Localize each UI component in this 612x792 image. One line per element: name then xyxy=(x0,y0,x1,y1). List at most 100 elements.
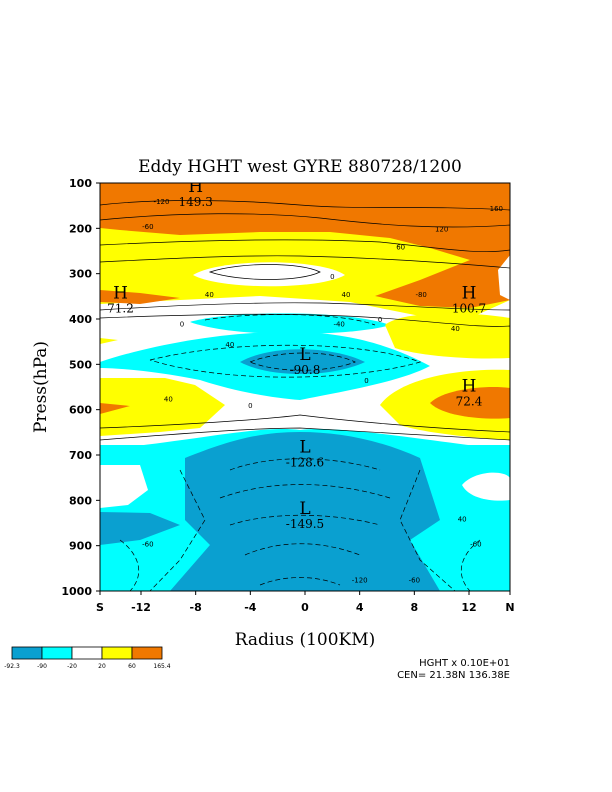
y-tick-label: 1000 xyxy=(61,585,92,598)
y-tick-label: 900 xyxy=(69,540,92,553)
y-axis-label: Press(hPa) xyxy=(31,341,51,433)
colorbar-level-label: -90 xyxy=(37,663,47,670)
region-white-oval-upper xyxy=(193,262,345,287)
colorbar-swatch xyxy=(71,646,103,660)
y-tick-label: 200 xyxy=(69,222,92,235)
contour-label: -60 xyxy=(470,540,481,548)
region-orange-right-lobe xyxy=(375,250,510,308)
y-tick-label: 100 xyxy=(69,177,92,190)
plot-area: -120 -60 120 160 60 0 40 40 -80 0 -40 0 40 40 0 40 0 40 -6… xyxy=(100,177,510,591)
colorbar-level-label: 60 xyxy=(128,663,136,670)
colorbar-level-label: 20 xyxy=(98,663,106,670)
contour-lines-dashed xyxy=(119,314,481,591)
y-tick-label: 300 xyxy=(69,268,92,281)
x-tick-label: S xyxy=(96,601,104,614)
contour-label: -40 xyxy=(333,321,344,329)
extremum-value: -149.5 xyxy=(286,517,324,531)
footer-scale: HGHT x 0.10E+01 xyxy=(419,658,510,669)
extremum-letter: L xyxy=(299,345,310,365)
contour-label: 40 xyxy=(164,395,173,403)
colorbar-level-label: -92.3 xyxy=(4,663,20,670)
contour-label: 0 xyxy=(248,402,252,410)
colorbar-swatch xyxy=(11,646,43,660)
y-axis: 100 200 300 400 500 600 700 800 900 1000 xyxy=(61,177,100,598)
contour-label: 40 xyxy=(458,515,467,523)
contour-label: 40 xyxy=(205,291,214,299)
extremum-low: L-90.8 xyxy=(290,345,321,377)
y-tick-label: 500 xyxy=(69,358,92,371)
colorbar-swatch xyxy=(101,646,133,660)
extremum-letter: H xyxy=(188,177,203,197)
extrema-markers: H149.3H71.2H100.7L-90.8H72.4L-128.6L-149… xyxy=(107,177,486,531)
contour-label: -80 xyxy=(415,291,426,299)
x-tick-label: -12 xyxy=(131,601,151,614)
region-yellow-left-mid xyxy=(100,378,225,436)
contour-label: -60 xyxy=(142,540,153,548)
contour-label: -60 xyxy=(409,577,420,585)
footer-center: CEN= 21.38N 136.38E xyxy=(397,670,510,681)
region-white-left-lower xyxy=(100,465,148,508)
region-cyan-upper-band xyxy=(190,313,390,335)
x-tick-label: 0 xyxy=(301,601,309,614)
contour-label: 160 xyxy=(490,205,503,213)
extremum-letter: H xyxy=(113,284,128,304)
x-tick-label: -8 xyxy=(190,601,202,614)
extremum-letter: H xyxy=(462,284,477,304)
extremum-low: L-149.5 xyxy=(286,499,324,531)
region-white-right-lower xyxy=(462,472,510,501)
colorbar-swatch xyxy=(41,646,73,660)
contour-label: 0 xyxy=(330,273,334,281)
extremum-high: H72.4 xyxy=(456,377,483,409)
colorbar-level-label: 165.4 xyxy=(153,663,170,670)
x-tick-label: 4 xyxy=(356,601,364,614)
colorbar-level-label: -20 xyxy=(67,663,77,670)
region-dark-core-lower xyxy=(170,432,440,591)
extremum-value: 72.4 xyxy=(456,395,483,409)
region-white-right-edge xyxy=(498,255,510,300)
x-tick-label: 12 xyxy=(461,601,476,614)
region-yellow-right-upper xyxy=(385,313,510,359)
y-tick-label: 400 xyxy=(69,313,92,326)
contour-label: -120 xyxy=(352,577,368,585)
extremum-letter: L xyxy=(299,499,310,519)
extremum-value: -128.6 xyxy=(286,456,324,470)
x-axis: S -12 -8 -4 0 4 8 12 N xyxy=(96,591,515,614)
contour-label: 0 xyxy=(180,321,184,329)
contour-label: 0 xyxy=(378,316,382,324)
colorbar-swatch xyxy=(131,646,163,660)
region-orange-top xyxy=(100,183,510,260)
colorbar: -92.3 -90 -20 20 60 165.4 xyxy=(4,646,171,670)
extremum-letter: H xyxy=(462,377,477,397)
x-axis-label: Radius (100KM) xyxy=(235,630,376,650)
contour-label: 120 xyxy=(435,225,448,233)
contour-label: 0 xyxy=(364,377,368,385)
region-dark-left-wedge xyxy=(100,512,180,545)
region-yellow-left-upper xyxy=(100,338,118,344)
contour-label: 60 xyxy=(396,243,405,251)
x-tick-label: 8 xyxy=(411,601,419,614)
chart-title: Eddy HGHT west GYRE 880728/1200 xyxy=(138,157,462,177)
contour-label: -60 xyxy=(142,223,153,231)
region-orange-left-lobe xyxy=(100,290,180,304)
contour-label: 40 xyxy=(451,325,460,333)
x-tick-label: -4 xyxy=(244,601,257,614)
contour-label: -120 xyxy=(154,198,170,206)
x-tick-label: N xyxy=(505,601,514,614)
y-tick-label: 800 xyxy=(69,494,92,507)
contour-labels: -120 -60 120 160 60 0 40 40 -80 0 -40 0 40 40 0 40 0 40 -6… xyxy=(142,198,503,585)
contour-label: 40 xyxy=(342,291,351,299)
extremum-value: 149.3 xyxy=(178,195,212,209)
extremum-letter: L xyxy=(299,438,310,458)
contour-lines xyxy=(100,200,510,441)
region-orange-right-mid xyxy=(430,386,510,419)
extremum-low: L-128.6 xyxy=(286,438,324,470)
y-tick-label: 600 xyxy=(69,404,92,417)
y-tick-label: 700 xyxy=(69,449,92,462)
extremum-high: H71.2 xyxy=(107,284,134,316)
extremum-value: 71.2 xyxy=(107,302,134,316)
contour-label: 40 xyxy=(225,341,234,349)
extremum-value: 100.7 xyxy=(452,302,486,316)
